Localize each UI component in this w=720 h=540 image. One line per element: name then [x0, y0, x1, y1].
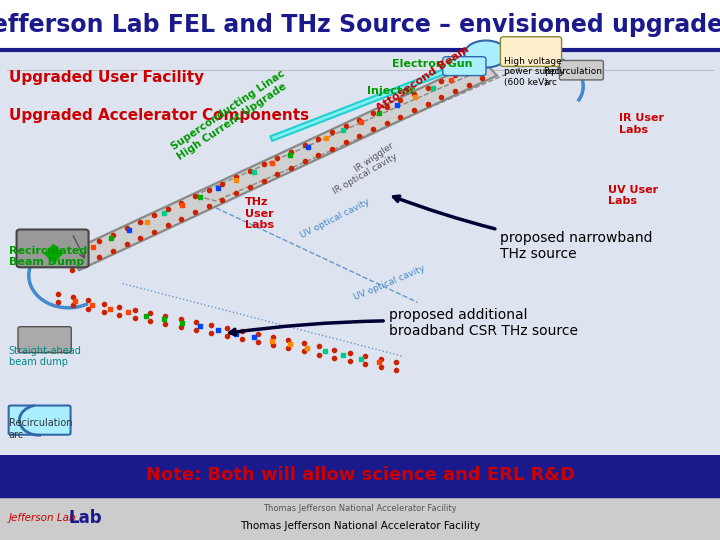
Text: IR optical cavity: IR optical cavity — [331, 152, 399, 196]
Text: Recirculated
Beam Dump: Recirculated Beam Dump — [9, 246, 87, 267]
Text: Upgraded Accelerator Components: Upgraded Accelerator Components — [9, 108, 309, 123]
Text: Lab: Lab — [68, 509, 102, 527]
FancyBboxPatch shape — [18, 327, 71, 353]
FancyBboxPatch shape — [500, 37, 562, 66]
Text: Thomas Jefferson National Accelerator Facility: Thomas Jefferson National Accelerator Fa… — [264, 504, 456, 512]
Text: High voltage
power supply
(600 keV): High voltage power supply (600 keV) — [504, 57, 564, 86]
Text: Thomas Jefferson National Accelerator Facility: Thomas Jefferson National Accelerator Fa… — [240, 521, 480, 531]
Text: UV optical cavity: UV optical cavity — [353, 264, 427, 302]
Text: IR User
Labs: IR User Labs — [619, 113, 665, 135]
Text: proposed narrowband
THz source: proposed narrowband THz source — [394, 196, 653, 261]
FancyBboxPatch shape — [17, 230, 89, 267]
Bar — [0, 0, 720, 50]
FancyBboxPatch shape — [443, 57, 486, 76]
Text: Jefferson Lab FEL and THz Source – envisioned upgrades: Jefferson Lab FEL and THz Source – envis… — [0, 13, 720, 37]
Text: UV optical cavity: UV optical cavity — [299, 198, 371, 240]
Text: proposed additional
broadband CSR THz source: proposed additional broadband CSR THz so… — [230, 308, 577, 338]
Text: Recirculation
arc: Recirculation arc — [544, 68, 603, 87]
Text: Superconducting Linac
High Current Upgrade: Superconducting Linac High Current Upgra… — [169, 69, 293, 162]
Bar — [0, 50, 720, 455]
Bar — [0, 455, 720, 496]
Text: Injector: Injector — [367, 86, 415, 97]
Text: Attosecond Beam: Attosecond Beam — [374, 44, 471, 113]
Text: THz
User
Labs: THz User Labs — [245, 197, 274, 230]
Text: Note: Both will allow science and ERL R&D: Note: Both will allow science and ERL R&… — [145, 467, 575, 484]
FancyBboxPatch shape — [559, 60, 603, 80]
FancyBboxPatch shape — [9, 406, 71, 435]
Text: UV User
Labs: UV User Labs — [608, 185, 659, 206]
Text: IR wiggler: IR wiggler — [353, 141, 395, 174]
Ellipse shape — [464, 40, 508, 68]
Text: Recirculation
arc: Recirculation arc — [9, 418, 72, 440]
Text: Jefferson Lab: Jefferson Lab — [9, 513, 76, 523]
Text: Straight-ahead
beam dump: Straight-ahead beam dump — [9, 346, 81, 367]
Polygon shape — [65, 59, 497, 270]
Text: Electron Gun: Electron Gun — [392, 59, 473, 70]
Text: Upgraded User Facility: Upgraded User Facility — [9, 70, 204, 85]
Bar — [0, 496, 720, 540]
